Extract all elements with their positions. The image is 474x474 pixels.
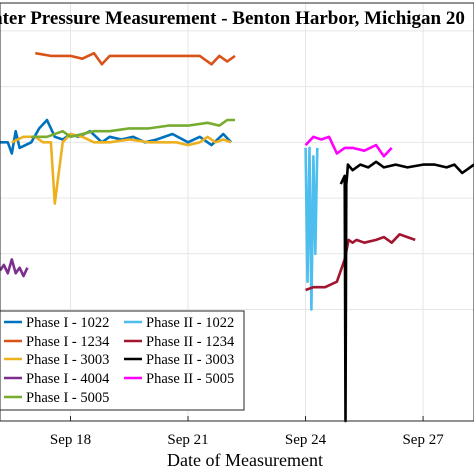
legend-entry: Phase I - 3003	[26, 352, 109, 368]
series-lines	[0, 51, 474, 423]
legend-entry: Phase I - 1022	[26, 315, 109, 331]
x-axis-label: Date of Measurement	[167, 450, 323, 470]
series-line-phase-ii-3003	[339, 160, 474, 423]
legend-entry: Phase I - 5005	[26, 390, 109, 406]
legend-box	[0, 310, 245, 411]
x-tick-label: Sep 21	[167, 432, 208, 448]
series-line-phase-i-4004	[0, 258, 29, 278]
legend-entry: Phase II - 1022	[146, 315, 234, 331]
plot-frame	[0, 2, 474, 422]
series-line-phase-ii-1234	[305, 233, 416, 292]
x-tick-label: Sep 18	[50, 432, 91, 448]
series-line-phase-ii-5005	[304, 135, 393, 158]
series-line-phase-i-3003	[11, 132, 232, 205]
x-axis-ticks: Sep 18 Sep 21 Sep 24 Sep 27	[50, 416, 444, 448]
legend: Phase I - 1022 Phase II - 1022 Phase I - 1…	[0, 310, 245, 411]
series-line-phase-i-1234	[35, 51, 236, 66]
chart-title: Water Pressure Measurement - Benton Harb…	[0, 8, 465, 29]
legend-entry: Phase I - 4004	[26, 371, 110, 387]
legend-entry: Phase II - 3003	[146, 352, 234, 368]
legend-entry: Phase II - 5005	[146, 371, 234, 387]
series-line-phase-ii-1022	[304, 146, 319, 311]
legend-entry: Phase II - 1234	[146, 334, 235, 350]
x-tick-label: Sep 24	[285, 432, 327, 448]
series-line-phase-i-5005	[31, 118, 235, 139]
legend-entry: Phase I - 1234	[26, 334, 110, 350]
x-tick-label: Sep 27	[402, 432, 444, 448]
